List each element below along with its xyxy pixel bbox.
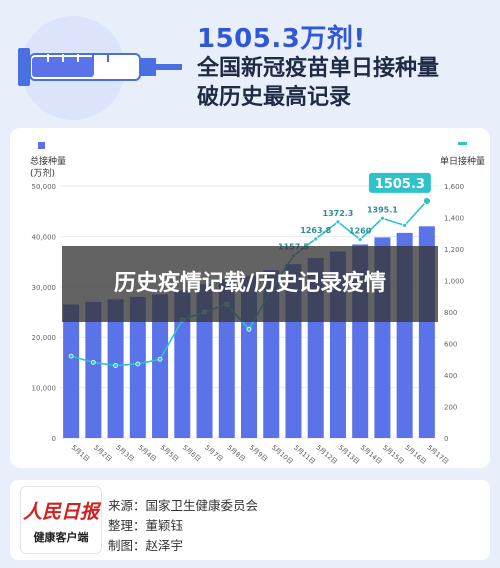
x-tick-label: 5月11日 [292, 443, 317, 465]
x-tick-label: 5月14日 [359, 443, 384, 465]
line-point [422, 197, 431, 205]
left-tick-label: 30,000 [32, 284, 57, 292]
line-point [135, 361, 141, 367]
data-label: 1372.3 [323, 209, 354, 218]
right-tick-label: 1,600 [444, 183, 464, 191]
left-axis-label: 总接种量 [30, 155, 66, 167]
data-label: 1505.3 [375, 177, 425, 192]
left-tick-label: 40,000 [32, 233, 57, 241]
logo-wordmark: 人民日报 [22, 501, 99, 523]
line-point [90, 359, 96, 365]
x-tick-label: 5月3日 [114, 443, 135, 463]
data-label: 1395.1 [367, 205, 398, 214]
credit-producer: 制图：赵泽宇 [108, 538, 184, 553]
x-tick-label: 5月2日 [92, 443, 113, 463]
overlay-text: 历史疫情记载/历史记录疫情 [113, 271, 387, 296]
left-tick-label: 20,000 [32, 334, 57, 342]
subtitle-line-2: 破历史最高记录 [197, 85, 352, 110]
x-tick-label: 5月7日 [203, 443, 224, 463]
line-point [157, 356, 163, 362]
right-tick-label: 200 [444, 404, 457, 412]
right-tick-label: 1,400 [444, 215, 464, 223]
bar [152, 294, 169, 438]
right-tick-label: 1,000 [444, 278, 464, 286]
x-tick-label: 5月15日 [381, 443, 406, 465]
x-tick-label: 5月13日 [337, 443, 362, 465]
logo: 人民日报 健康客户端 [20, 486, 102, 554]
highlight-callout [368, 172, 431, 193]
line-point [246, 326, 252, 332]
right-tick-label: 800 [444, 309, 457, 317]
x-tick-label: 5月17日 [426, 443, 451, 465]
line-point [68, 353, 74, 359]
line-point [357, 237, 363, 242]
bar [63, 304, 80, 438]
logo-subtitle: 健康客户端 [33, 531, 89, 544]
left-tick-label: 50,000 [32, 183, 57, 191]
x-tick-label: 5月8日 [225, 443, 246, 463]
line-point [402, 222, 408, 228]
x-tick-label: 5月5日 [159, 443, 180, 463]
syringe-icon [18, 16, 182, 120]
line-point [113, 363, 118, 368]
bar [129, 296, 146, 438]
x-tick-label: 5月6日 [181, 443, 202, 463]
right-tick-label: 400 [444, 372, 457, 380]
legend-bar-marker [38, 142, 45, 149]
bar [107, 299, 124, 438]
line-point [335, 219, 341, 225]
x-tick-label: 5月4日 [137, 443, 158, 463]
right-axis-label: 单日接种量 [440, 155, 485, 167]
right-tick-label: 1,200 [444, 246, 464, 254]
x-tick-label: 5月9日 [248, 443, 269, 463]
credit-source: 来源：国家卫生健康委员会 [108, 498, 259, 513]
x-tick-label: 5月12日 [314, 443, 339, 465]
bar [85, 301, 102, 438]
x-tick-label: 5月16日 [403, 443, 428, 465]
x-tick-label: 5月10日 [270, 443, 295, 465]
legend-line-marker [458, 142, 467, 145]
left-tick-label: 0 [52, 435, 56, 443]
overlay-banner: 历史疫情记载/历史记录疫情 [62, 246, 438, 322]
subtitle-line-1: 全国新冠疫苗单日接种量 [197, 56, 440, 81]
line-point [380, 215, 385, 221]
data-label: 1260 [349, 227, 372, 236]
headline: 1505.3万剂! [197, 24, 366, 54]
left-tick-label: 10,000 [32, 385, 57, 393]
right-tick-label: 0 [444, 435, 448, 443]
left-axis-unit: (万剂) [30, 167, 55, 179]
credit-editor: 整理：董颖钰 [108, 518, 184, 533]
bar [196, 284, 213, 438]
x-tick-label: 5月1日 [70, 443, 91, 463]
data-label: 1263.8 [300, 226, 331, 235]
right-tick-label: 600 [444, 341, 457, 349]
header: 1505.3万剂! 全国新冠疫苗单日接种量 破历史最高记录 [0, 0, 500, 125]
line-point [313, 236, 319, 242]
footer: 人民日报 健康客户端 来源：国家卫生健康委员会 整理：董颖钰 制图：赵泽宇 [10, 480, 490, 560]
